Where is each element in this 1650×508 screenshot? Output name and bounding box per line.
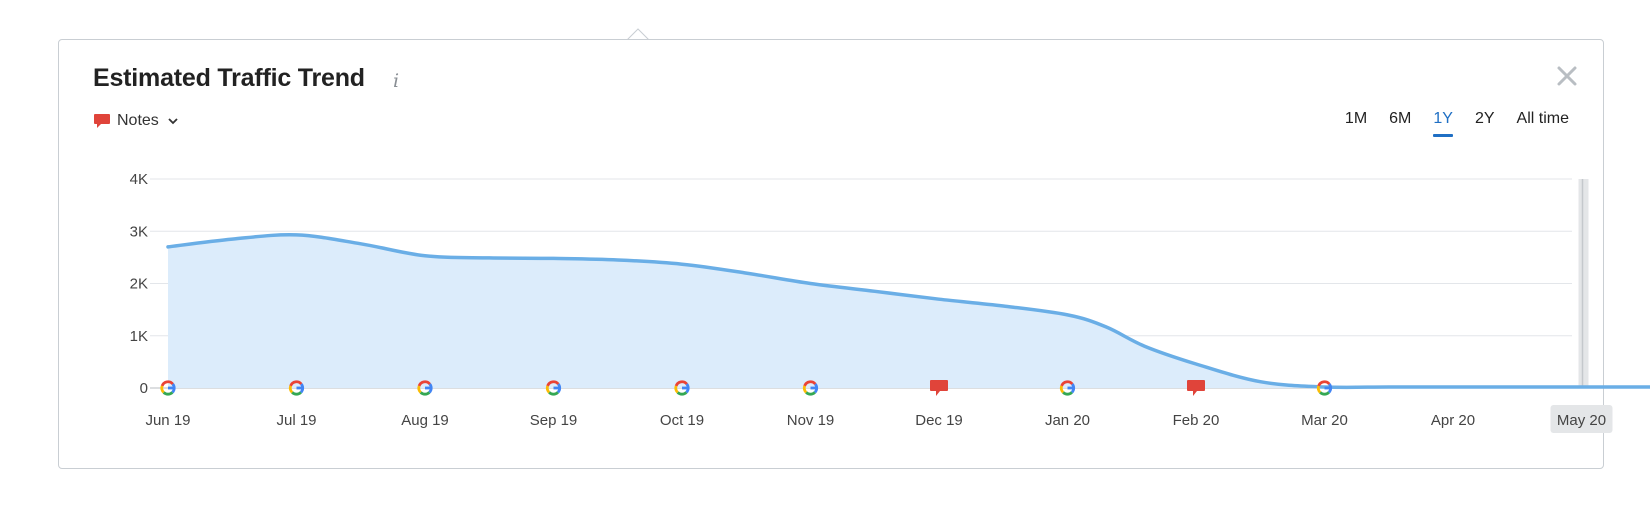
google-update-icon[interactable] [160,380,176,396]
y-tick-label: 3K [130,223,148,240]
note-bubble-icon [94,114,110,128]
x-tick-label: Mar 20 [1301,412,1348,429]
y-tick-label: 1K [130,328,148,345]
google-update-icon[interactable] [417,380,433,396]
x-tick-label: Nov 19 [787,412,835,429]
x-tick-label: May 20 [1557,412,1606,429]
y-tick-label: 2K [130,276,148,293]
google-update-icon[interactable] [1059,380,1076,396]
panel-pointer [627,28,649,40]
traffic-line[interactable] [166,233,1650,390]
range-tabs: 1M 6M 1Y 2Y All time [1334,110,1569,137]
x-tick-label: Jul 19 [276,412,316,429]
google-update-icon[interactable] [674,380,690,396]
x-tick-label: Feb 20 [1173,412,1220,429]
x-tick-label: Oct 19 [660,412,704,429]
x-tick-label: Sep 19 [530,412,578,429]
x-tick-label: Jun 19 [145,412,190,429]
range-tab-6m[interactable]: 6M [1389,110,1412,127]
note-marker-icon[interactable] [930,380,948,396]
notes-dropdown[interactable]: Notes [93,112,179,130]
x-tick-label: Aug 19 [401,412,449,429]
note-marker-icon[interactable] [1187,380,1205,396]
range-tab-all-time[interactable]: All time [1516,110,1569,127]
x-tick-label: Dec 19 [915,412,963,429]
range-tab-1y[interactable]: 1Y [1422,110,1464,137]
google-update-icon[interactable] [545,380,562,396]
close-button[interactable] [1553,62,1581,90]
x-tick-label: Apr 20 [1431,412,1475,429]
y-tick-label: 0 [140,380,148,397]
page-title: Estimated Traffic Trend [93,64,365,92]
chevron-down-icon [168,118,178,125]
y-tick-label: 4K [130,171,148,188]
traffic-area [168,234,1650,388]
google-update-icon[interactable] [802,380,819,396]
notes-label: Notes [117,112,159,129]
hover-column [1578,179,1589,388]
google-update-icon[interactable] [288,380,305,396]
range-tab-2y[interactable]: 2Y [1474,110,1495,127]
google-update-icon[interactable] [1316,380,1333,396]
x-tick-highlight [1550,405,1613,433]
range-tab-1m[interactable]: 1M [1344,110,1368,127]
info-icon[interactable]: i [393,70,400,92]
close-icon [1557,66,1577,86]
x-tick-label: Jan 20 [1045,412,1090,429]
